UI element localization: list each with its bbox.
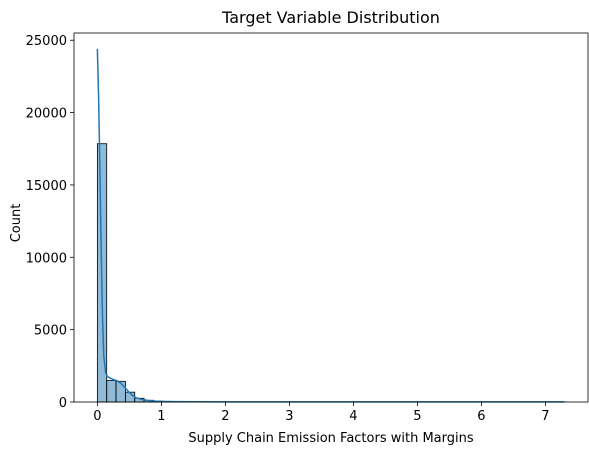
histogram-bar (115, 380, 126, 403)
x-tick-label: 6 (477, 409, 485, 424)
x-tick-label: 5 (413, 409, 421, 424)
y-axis-ticks: 0 5000 10000 15000 20000 25000 (26, 34, 74, 411)
kde-line-group (96, 48, 565, 403)
x-tick-label: 2 (221, 409, 229, 424)
plot-area-frame (73, 32, 589, 403)
x-axis-ticks: 0 1 2 3 4 5 6 7 (93, 402, 550, 424)
y-tick-label: 0 (59, 396, 67, 411)
chart-title: Target Variable Distribution (221, 8, 440, 27)
histogram-bars (96, 143, 201, 403)
histogram-bar (106, 380, 117, 403)
y-tick-label: 25000 (26, 34, 67, 49)
kde-line (96, 48, 565, 403)
y-tick-label: 20000 (26, 107, 67, 122)
y-tick-label: 5000 (34, 324, 67, 339)
x-tick-label: 3 (285, 409, 293, 424)
y-axis-label: Count (9, 204, 24, 243)
x-tick-label: 7 (541, 409, 549, 424)
x-axis-label: Supply Chain Emission Factors with Margi… (188, 431, 473, 446)
x-tick-label: 0 (93, 409, 101, 424)
y-tick-label: 15000 (26, 179, 67, 194)
x-tick-label: 4 (349, 409, 357, 424)
x-tick-label: 1 (157, 409, 165, 424)
y-tick-label: 10000 (26, 251, 67, 266)
